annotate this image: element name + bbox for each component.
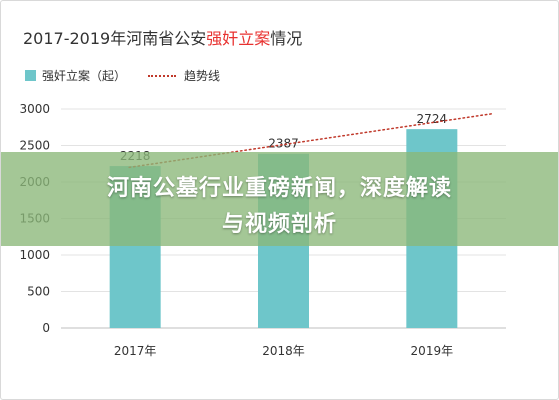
legend-bar-label: 强奸立案（起） — [42, 69, 127, 83]
chart-title-suffix: 情况 — [270, 29, 303, 48]
legend-trend-swatch — [148, 74, 177, 77]
trend-line — [128, 112, 493, 169]
y-tick-label-6: 3000 — [19, 102, 50, 116]
y-tick-label-5: 2500 — [19, 139, 50, 153]
data-label-1: 2387 — [268, 137, 299, 151]
x-tick-label-0: 2017年 — [114, 344, 157, 358]
chart-title-highlight: 强奸立案 — [206, 29, 271, 48]
data-label-2: 2724 — [417, 112, 448, 126]
y-tick-label-0: 0 — [42, 321, 50, 335]
chart-legend: 强奸立案（起） 趋势线 — [25, 67, 220, 84]
x-tick-label-1: 2018年 — [262, 344, 305, 358]
chart-title: 2017-2019年河南省公安强奸立案情况 — [23, 25, 302, 49]
overlay-banner: 河南公墓行业重磅新闻，深度解读 与视频剖析 — [1, 152, 558, 246]
y-tick-label-1: 500 — [27, 285, 50, 299]
y-tick-label-2: 1000 — [19, 248, 50, 262]
chart-title-prefix: 2017-2019年河南省公安 — [23, 29, 207, 48]
x-tick-label-2: 2019年 — [411, 344, 454, 358]
legend-bar-swatch — [25, 70, 36, 81]
overlay-headline-line1: 河南公墓行业重磅新闻，深度解读 — [106, 176, 452, 201]
overlay-headline-line2: 与视频剖析 — [221, 212, 337, 237]
legend-trend-label: 趋势线 — [184, 69, 221, 83]
